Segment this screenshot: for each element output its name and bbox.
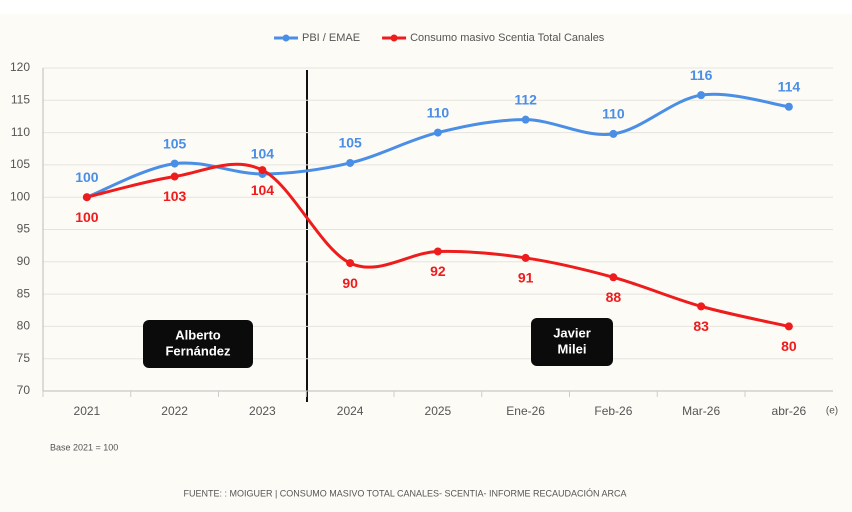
y-tick-label: 80: [17, 319, 31, 333]
value-label: 105: [338, 135, 362, 151]
y-tick-label: 90: [17, 254, 31, 268]
x-tick-label: Ene-26: [506, 404, 545, 418]
value-label: 100: [75, 209, 99, 225]
point: [433, 247, 442, 256]
value-label: 116: [690, 67, 713, 83]
point: [170, 159, 179, 168]
annotation-text: Alberto: [175, 327, 221, 342]
x-tick-label: 2021: [74, 404, 101, 418]
source: FUENTE: : MOIGUER | CONSUMO MASIVO TOTAL…: [183, 488, 626, 498]
x-tick-label: abr-26: [772, 404, 807, 418]
top-band: [0, 0, 852, 14]
x-note: (e): [826, 406, 838, 417]
point: [784, 322, 793, 331]
point: [784, 102, 793, 111]
legend-marker: [282, 34, 290, 42]
annotation-box: [531, 318, 613, 366]
value-label: 91: [518, 270, 534, 286]
value-label: 83: [693, 318, 709, 334]
point: [258, 166, 267, 175]
y-tick-label: 75: [17, 351, 31, 365]
x-tick-label: Mar-26: [682, 404, 720, 418]
y-tick-label: 70: [17, 383, 31, 397]
x-tick-label: 2023: [249, 404, 276, 418]
y-tick-label: 95: [17, 222, 31, 236]
value-label: 110: [602, 106, 625, 122]
point: [346, 158, 355, 167]
x-tick-label: 2022: [161, 404, 188, 418]
point: [697, 91, 706, 100]
point: [609, 129, 618, 138]
point: [82, 193, 91, 202]
value-label: 110: [427, 104, 450, 120]
legend-marker: [390, 34, 398, 42]
point: [433, 128, 442, 137]
value-label: 104: [251, 146, 275, 162]
y-tick-label: 115: [11, 92, 30, 106]
annotation-box: [143, 320, 253, 368]
value-label: 112: [514, 91, 537, 107]
value-label: 100: [75, 169, 99, 185]
x-tick-label: 2025: [425, 404, 452, 418]
point: [609, 273, 618, 282]
point: [346, 259, 355, 268]
value-label: 92: [430, 263, 446, 279]
legend-label[interactable]: Consumo masivo Scentia Total Canales: [410, 32, 605, 44]
value-label: 80: [781, 338, 797, 354]
point: [697, 302, 706, 311]
base-note: Base 2021 = 100: [50, 442, 118, 452]
x-tick-label: Feb-26: [594, 404, 632, 418]
value-label: 103: [163, 188, 187, 204]
value-label: 88: [606, 289, 622, 305]
legend-label[interactable]: PBI / EMAE: [302, 32, 360, 44]
y-tick-label: 120: [10, 60, 30, 74]
point: [521, 115, 530, 124]
x-tick-label: 2024: [337, 404, 364, 418]
annotation-text: Milei: [558, 341, 587, 356]
annotation-text: Javier: [553, 325, 591, 340]
value-label: 114: [778, 78, 801, 94]
value-label: 104: [251, 182, 275, 198]
point: [521, 253, 530, 262]
y-tick-label: 100: [10, 189, 30, 203]
value-label: 105: [163, 135, 187, 151]
y-tick-label: 105: [10, 157, 30, 171]
y-tick-label: 110: [11, 125, 30, 139]
y-tick-label: 85: [17, 286, 31, 300]
point: [170, 172, 179, 181]
value-label: 90: [342, 275, 358, 291]
annotation-text: Fernández: [165, 343, 231, 358]
